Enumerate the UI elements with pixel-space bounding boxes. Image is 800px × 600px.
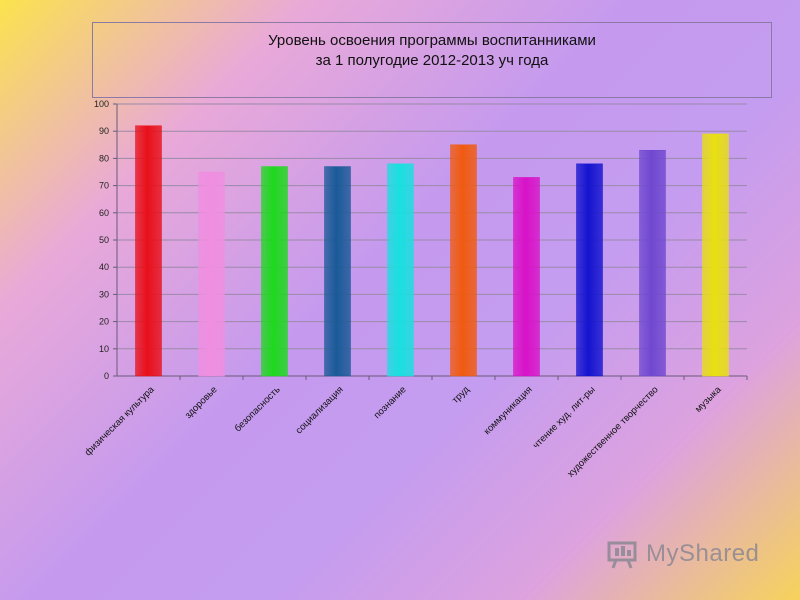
y-tick-label: 90 bbox=[99, 126, 109, 136]
y-tick-label: 0 bbox=[104, 371, 109, 381]
bar bbox=[387, 163, 414, 377]
x-category-label: здоровье bbox=[183, 384, 220, 421]
chart-title-line1: Уровень освоения программы воспитанникам… bbox=[268, 32, 596, 49]
chart-title-line2: за 1 полугодие 2012-2013 уч года bbox=[315, 52, 549, 69]
x-category-label: труд bbox=[450, 384, 472, 406]
x-category-label: коммуникация bbox=[482, 384, 535, 437]
bar bbox=[450, 144, 477, 377]
y-tick-label: 10 bbox=[99, 344, 109, 354]
bar bbox=[576, 163, 603, 377]
x-category-label: социализация bbox=[294, 384, 346, 436]
watermark-logo: MyShared bbox=[606, 536, 759, 572]
x-category-label: музыка bbox=[693, 384, 724, 415]
bar bbox=[702, 133, 729, 377]
bar bbox=[261, 166, 288, 377]
x-category-label: чтение худ. лит-ры bbox=[531, 384, 598, 451]
bar bbox=[198, 171, 225, 377]
y-tick-label: 50 bbox=[99, 235, 109, 245]
presentation-icon bbox=[607, 541, 637, 569]
x-category-label: познание bbox=[372, 384, 409, 421]
x-category-label: физическая культура bbox=[83, 384, 157, 458]
y-tick-label: 100 bbox=[94, 99, 109, 109]
bar bbox=[513, 177, 540, 377]
y-tick-label: 70 bbox=[99, 181, 109, 191]
bar bbox=[324, 166, 351, 377]
bar bbox=[135, 125, 162, 377]
watermark-text: MyShared bbox=[646, 540, 760, 567]
y-tick-label: 30 bbox=[99, 289, 109, 299]
y-tick-label: 40 bbox=[99, 262, 109, 272]
chart-title-box: Уровень освоения программы воспитанникам… bbox=[92, 22, 772, 98]
y-tick-label: 60 bbox=[99, 208, 109, 218]
y-tick-label: 80 bbox=[99, 153, 109, 163]
y-tick-label: 20 bbox=[99, 317, 109, 327]
bar bbox=[639, 149, 666, 377]
x-category-label: безопасность bbox=[233, 384, 283, 434]
